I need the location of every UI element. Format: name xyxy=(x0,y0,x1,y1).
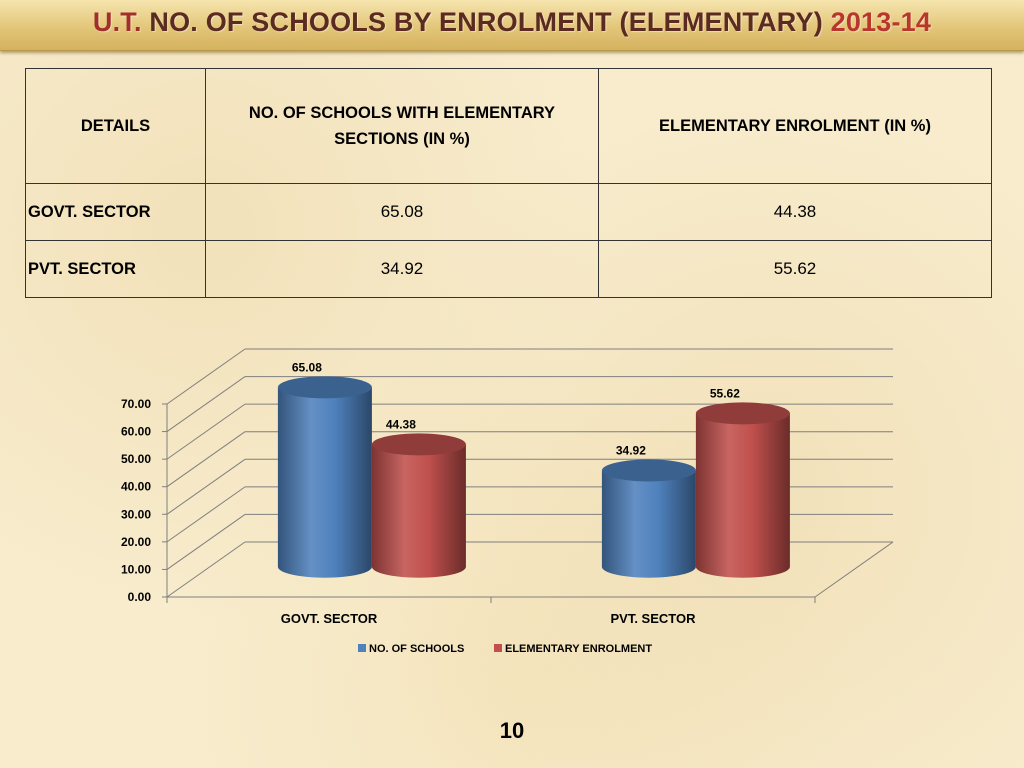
x-tick-label: PVT. SECTOR xyxy=(610,611,696,626)
y-tick-label: 60.00 xyxy=(121,425,151,439)
header-details: DETAILS xyxy=(25,68,206,184)
cylinder-body xyxy=(277,387,372,578)
cylinder-body xyxy=(601,470,696,578)
gridline-side xyxy=(166,486,246,543)
y-tick-label: 30.00 xyxy=(121,507,151,521)
title-main: NO. OF SCHOOLS BY ENROLMENT (ELEMENTARY) xyxy=(149,7,823,37)
data-label: 55.62 xyxy=(710,386,740,400)
legend-label: NO. OF SCHOOLS xyxy=(369,643,464,655)
row-label-govt: GOVT. SECTOR xyxy=(25,183,206,241)
title-bar xyxy=(0,0,1024,51)
header-schools: NO. OF SCHOOLS WITH ELEMENTARY SECTIONS … xyxy=(205,68,599,184)
table-row: GOVT. SECTOR 65.08 44.38 xyxy=(25,183,992,241)
chart-legend: NO. OF SCHOOLS ELEMENTARY ENROLMENT xyxy=(358,643,652,655)
page-title: U.T. NO. OF SCHOOLS BY ENROLMENT (ELEMEN… xyxy=(0,7,1024,38)
cylinder-top xyxy=(277,376,372,399)
y-tick-label: 10.00 xyxy=(121,562,151,576)
cylinder-top xyxy=(601,459,696,482)
cylinder-body xyxy=(371,444,466,578)
cylinder-body xyxy=(695,413,790,578)
title-year: 2013-14 xyxy=(830,7,932,37)
legend-swatch xyxy=(358,644,366,652)
cell-govt-schools: 65.08 xyxy=(205,183,599,241)
cylinder-top xyxy=(371,433,466,456)
page-number: 10 xyxy=(499,718,525,743)
cylinder-top xyxy=(695,402,790,425)
bar-schools-pvt xyxy=(601,459,696,578)
data-label: 65.08 xyxy=(292,360,322,374)
gridline-side xyxy=(166,348,246,405)
gridline-side xyxy=(166,376,246,432)
data-label: 34.92 xyxy=(616,443,646,457)
header-enrolment: ELEMENTARY ENROLMENT (IN %) xyxy=(598,68,992,184)
y-tick-label: 50.00 xyxy=(121,452,151,466)
y-tick-label: 20.00 xyxy=(121,535,151,549)
gridline-side xyxy=(166,514,246,570)
bar-chart: 0.00 10.00 20.00 30.00 40.00 50.00 60.00 70.00 6… xyxy=(121,348,894,655)
legend-label: ELEMENTARY ENROLMENT xyxy=(505,643,652,655)
bar-enrolment-pvt xyxy=(695,402,790,578)
gridline-side xyxy=(166,458,246,515)
table-row: PVT. SECTOR 34.92 55.62 xyxy=(25,240,992,298)
cell-govt-enrolment: 44.38 xyxy=(598,183,992,241)
cell-pvt-enrolment: 55.62 xyxy=(598,240,992,298)
row-label-pvt: PVT. SECTOR xyxy=(25,240,206,298)
gridline-side xyxy=(166,541,246,598)
gridline-side xyxy=(166,403,246,460)
data-table: DETAILS NO. OF SCHOOLS WITH ELEMENTARY S… xyxy=(25,68,992,298)
bar-schools-govt xyxy=(277,376,372,578)
gridline-side xyxy=(166,431,246,488)
x-tick-label: GOVT. SECTOR xyxy=(281,611,378,626)
y-tick-label: 40.00 xyxy=(121,480,151,494)
y-tick-label: 0.00 xyxy=(128,590,152,604)
bar-enrolment-govt xyxy=(371,433,466,578)
y-tick-label: 70.00 xyxy=(121,397,151,411)
title-prefix: U.T. xyxy=(92,7,142,37)
data-label: 44.38 xyxy=(386,417,416,431)
legend-swatch xyxy=(494,644,502,652)
cell-pvt-schools: 34.92 xyxy=(205,240,599,298)
floor-edge-right xyxy=(814,541,894,598)
table-header-row: DETAILS NO. OF SCHOOLS WITH ELEMENTARY S… xyxy=(25,68,992,184)
